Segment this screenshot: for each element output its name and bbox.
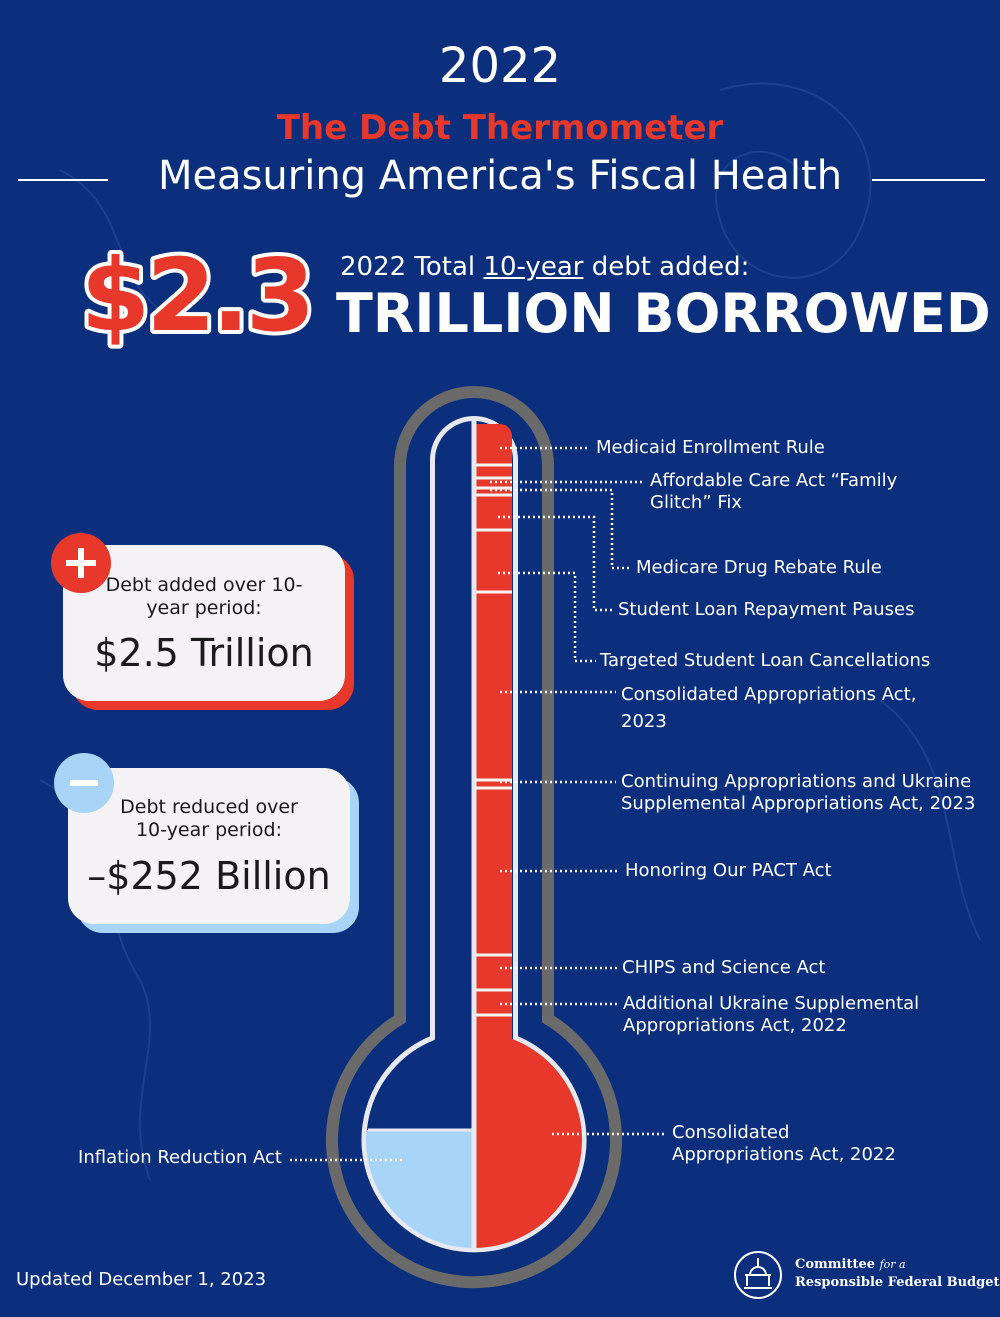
thermometer-label: Honoring Our PACT Act (625, 860, 832, 881)
intro-underlined: 10-year (483, 252, 584, 282)
headline-intro: 2022 Total 10-year debt added: (340, 250, 749, 284)
thermometer-label: Consolidated Appropriations Act, 2023 (621, 684, 917, 732)
organization: Committee for a Responsible Federal Budg… (795, 1256, 999, 1292)
red-bulb (474, 1032, 582, 1248)
org-line: Responsible Federal Budget (795, 1275, 1000, 1290)
thermometer-label: Continuing Appropriations and Ukraine Su… (621, 771, 976, 814)
thermometer-label: CHIPS and Science Act (622, 957, 826, 978)
subtitle: Measuring America's Fiscal Health (157, 153, 843, 199)
thermometer-label: Inflation Reduction Act (78, 1147, 282, 1168)
summary-amount: –$252 Billion (87, 854, 331, 898)
segment-lines (368, 463, 512, 1132)
summary-label: Debt reduced over 10-year period: (120, 796, 298, 841)
thermometer-label: Medicaid Enrollment Rule (596, 437, 825, 458)
thermometer-label: Medicare Drug Rebate Rule (636, 557, 882, 578)
summary-amount: $2.5 Trillion (94, 631, 314, 675)
box (63, 545, 345, 701)
thermometer-label: Additional Ukraine Supplemental Appropri… (623, 993, 920, 1036)
blue-bulb (366, 1130, 474, 1248)
plus-sign (66, 548, 96, 578)
org-name: Committee (795, 1257, 876, 1272)
org-italic: for a (879, 1258, 906, 1271)
headline-unit: TRILLION BORROWED (336, 282, 991, 345)
box (68, 768, 350, 924)
thermometer-outer (326, 386, 622, 1289)
thermometer-label: Affordable Care Act “Family Glitch” Fix (650, 470, 898, 513)
leaders (290, 446, 666, 1162)
red-column (474, 424, 512, 1044)
logo (734, 1251, 782, 1299)
thermometer-label: Targeted Student Loan Cancellations (600, 650, 931, 671)
thermometer-label: Student Loan Repayment Pauses (618, 599, 915, 620)
title: The Debt Thermometer (276, 108, 724, 148)
thermometer-label: Consolidated Appropriations Act, 2022 (672, 1122, 896, 1165)
org-line: Committee for a (795, 1256, 999, 1274)
intro-text: debt added: (591, 252, 750, 282)
summary-label: Debt added over 10-year period: (105, 574, 303, 619)
updated: Updated December 1, 2023 (16, 1269, 267, 1290)
headline-amount: $2.3 (81, 237, 312, 354)
year: 2022 (438, 38, 562, 94)
logo-capitol (744, 1258, 772, 1289)
intro-text: 2022 Total (340, 252, 476, 282)
